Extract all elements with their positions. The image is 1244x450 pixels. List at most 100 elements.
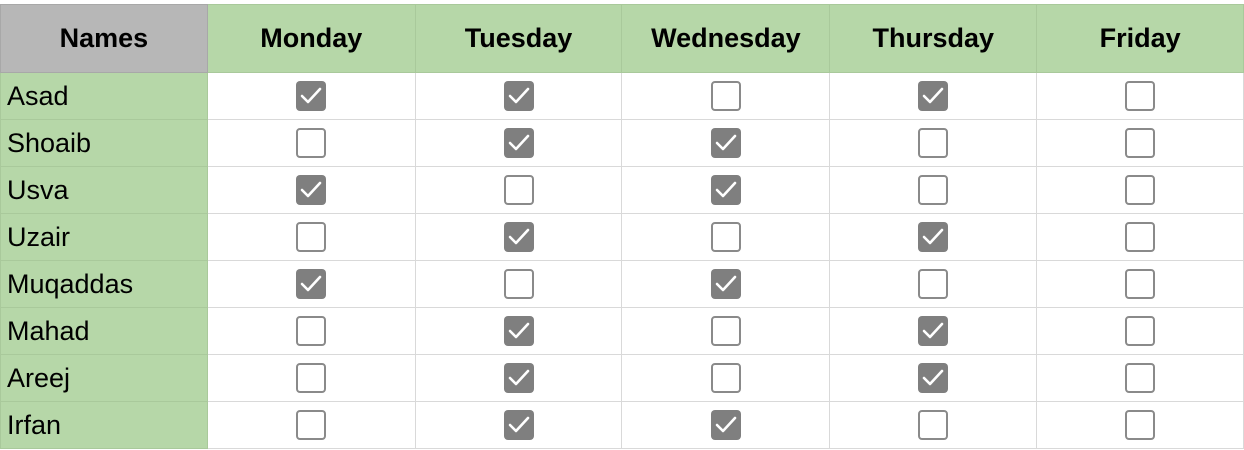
name-cell[interactable]: Usva <box>0 166 208 214</box>
header-friday[interactable]: Friday <box>1036 4 1244 73</box>
checkbox-unchecked[interactable] <box>710 222 741 252</box>
name-cell[interactable]: Uzair <box>0 213 208 261</box>
checkmark-icon <box>508 322 529 339</box>
checkbox-unchecked[interactable] <box>1125 410 1156 440</box>
cell-tuesday[interactable] <box>414 119 623 167</box>
cell-thursday[interactable] <box>829 401 1038 449</box>
checkbox-unchecked[interactable] <box>710 363 741 393</box>
checkbox-checked[interactable] <box>710 175 741 205</box>
checkmark-icon <box>508 87 529 104</box>
cell-friday[interactable] <box>1036 119 1244 167</box>
checkbox-checked[interactable] <box>918 222 949 252</box>
cell-friday[interactable] <box>1036 213 1244 261</box>
cell-thursday[interactable] <box>829 119 1038 167</box>
cell-wednesday[interactable] <box>621 260 831 308</box>
cell-wednesday[interactable] <box>621 213 831 261</box>
cell-tuesday[interactable] <box>414 354 623 402</box>
checkbox-checked[interactable] <box>296 175 327 205</box>
cell-monday[interactable] <box>206 72 416 120</box>
checkbox-checked[interactable] <box>918 316 949 346</box>
cell-thursday[interactable] <box>829 354 1038 402</box>
cell-thursday[interactable] <box>829 72 1038 120</box>
checkbox-unchecked[interactable] <box>503 269 534 299</box>
cell-friday[interactable] <box>1036 307 1244 355</box>
cell-wednesday[interactable] <box>621 401 831 449</box>
name-cell[interactable]: Mahad <box>0 307 208 355</box>
checkbox-checked[interactable] <box>503 128 534 158</box>
checkbox-checked[interactable] <box>296 269 327 299</box>
cell-thursday[interactable] <box>829 166 1038 214</box>
cell-tuesday[interactable] <box>414 307 623 355</box>
cell-friday[interactable] <box>1036 72 1244 120</box>
checkbox-unchecked[interactable] <box>1125 128 1156 158</box>
name-cell[interactable]: Areej <box>0 354 208 402</box>
checkbox-unchecked[interactable] <box>1125 222 1156 252</box>
cell-thursday[interactable] <box>829 260 1038 308</box>
header-names[interactable]: Names <box>0 4 208 73</box>
cell-tuesday[interactable] <box>414 213 623 261</box>
cell-friday[interactable] <box>1036 166 1244 214</box>
cell-monday[interactable] <box>206 401 416 449</box>
cell-friday[interactable] <box>1036 401 1244 449</box>
cell-wednesday[interactable] <box>621 354 831 402</box>
checkbox-unchecked[interactable] <box>1125 175 1156 205</box>
cell-monday[interactable] <box>206 354 416 402</box>
cell-thursday[interactable] <box>829 307 1038 355</box>
checkbox-unchecked[interactable] <box>296 410 327 440</box>
cell-monday[interactable] <box>206 119 416 167</box>
checkbox-unchecked[interactable] <box>918 410 949 440</box>
cell-tuesday[interactable] <box>414 260 623 308</box>
cell-thursday[interactable] <box>829 213 1038 261</box>
checkbox-unchecked[interactable] <box>296 316 327 346</box>
cell-wednesday[interactable] <box>621 119 831 167</box>
checkbox-checked[interactable] <box>710 269 741 299</box>
header-monday[interactable]: Monday <box>206 4 416 73</box>
checkbox-unchecked[interactable] <box>918 269 949 299</box>
checkmark-icon <box>922 322 944 339</box>
checkbox-unchecked[interactable] <box>710 316 741 346</box>
name-cell[interactable]: Asad <box>0 72 208 120</box>
header-tuesday[interactable]: Tuesday <box>414 4 623 73</box>
checkbox-checked[interactable] <box>710 410 741 440</box>
cell-friday[interactable] <box>1036 260 1244 308</box>
checkbox-checked[interactable] <box>503 81 534 111</box>
checkbox-unchecked[interactable] <box>918 175 949 205</box>
name-cell[interactable]: Shoaib <box>0 119 208 167</box>
checkbox-unchecked[interactable] <box>710 81 741 111</box>
checkbox-unchecked[interactable] <box>296 363 327 393</box>
cell-monday[interactable] <box>206 260 416 308</box>
checkbox-unchecked[interactable] <box>1125 316 1156 346</box>
checkbox-unchecked[interactable] <box>296 128 327 158</box>
cell-tuesday[interactable] <box>414 401 623 449</box>
checkmark-icon <box>922 369 944 386</box>
name-cell[interactable]: Irfan <box>0 401 208 449</box>
cell-tuesday[interactable] <box>414 72 623 120</box>
checkmark-icon <box>300 275 322 292</box>
checkbox-checked[interactable] <box>918 363 949 393</box>
checkbox-checked[interactable] <box>918 81 949 111</box>
checkbox-unchecked[interactable] <box>1125 363 1156 393</box>
header-thursday[interactable]: Thursday <box>829 4 1038 73</box>
cell-tuesday[interactable] <box>414 166 623 214</box>
checkbox-checked[interactable] <box>710 128 741 158</box>
attendance-table: Names Monday Tuesday Wednesday Thursday … <box>0 4 1244 449</box>
header-wednesday[interactable]: Wednesday <box>621 4 831 73</box>
cell-monday[interactable] <box>206 307 416 355</box>
checkbox-checked[interactable] <box>503 222 534 252</box>
checkbox-checked[interactable] <box>503 410 534 440</box>
cell-wednesday[interactable] <box>621 166 831 214</box>
checkbox-unchecked[interactable] <box>296 222 327 252</box>
checkbox-unchecked[interactable] <box>503 175 534 205</box>
cell-monday[interactable] <box>206 166 416 214</box>
cell-wednesday[interactable] <box>621 72 831 120</box>
cell-wednesday[interactable] <box>621 307 831 355</box>
cell-friday[interactable] <box>1036 354 1244 402</box>
name-cell[interactable]: Muqaddas <box>0 260 208 308</box>
checkbox-unchecked[interactable] <box>1125 81 1156 111</box>
checkbox-unchecked[interactable] <box>1125 269 1156 299</box>
checkbox-checked[interactable] <box>503 363 534 393</box>
cell-monday[interactable] <box>206 213 416 261</box>
checkbox-unchecked[interactable] <box>918 128 949 158</box>
checkbox-checked[interactable] <box>296 81 327 111</box>
checkbox-checked[interactable] <box>503 316 534 346</box>
